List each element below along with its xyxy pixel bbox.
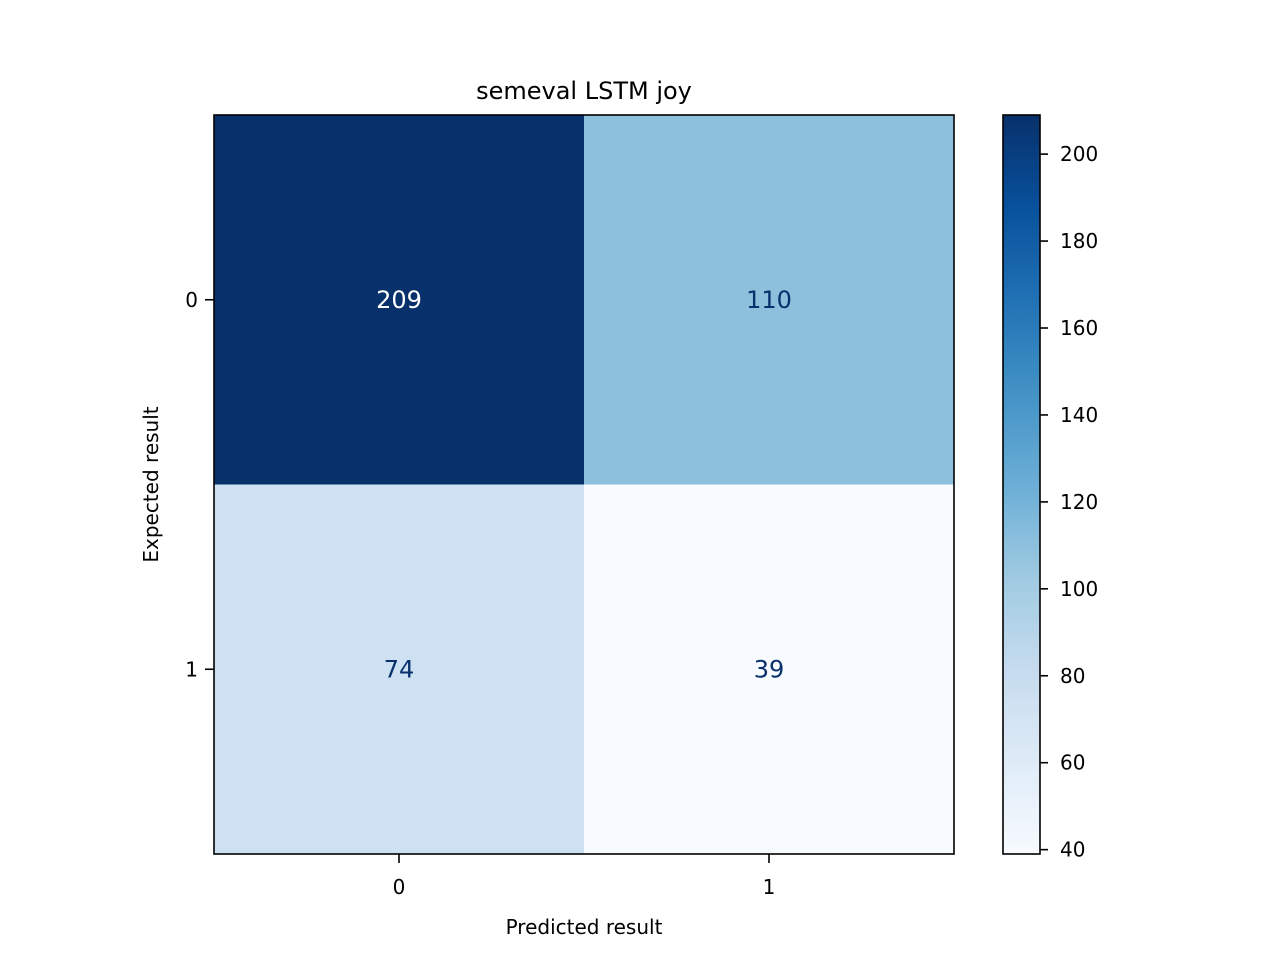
colorbar-tick-label: 180: [1060, 229, 1098, 253]
colorbar-tick-label: 160: [1060, 316, 1098, 340]
plot-frame: [213, 114, 955, 855]
cell-value-label: 39: [754, 655, 785, 683]
colorbar-ticks: 40 60 80 100 120 140 160 180 200: [1040, 142, 1098, 862]
cell-value-label: 74: [384, 655, 415, 683]
chart-title: semeval LSTM joy: [476, 77, 692, 105]
y-tick-label: 0: [185, 288, 198, 312]
colorbar-tick-label: 60: [1060, 751, 1085, 775]
x-tick-label: 1: [763, 875, 776, 899]
colorbar: [1002, 114, 1041, 855]
colorbar-tick-label: 80: [1060, 664, 1085, 688]
y-axis-label: Expected result: [139, 406, 163, 562]
cell-value-label: 209: [376, 286, 422, 314]
colorbar-tick-label: 40: [1060, 838, 1085, 862]
colorbar-tick-label: 200: [1060, 142, 1098, 166]
colorbar-tick-label: 120: [1060, 490, 1098, 514]
colorbar-tick-label: 100: [1060, 577, 1098, 601]
cell-value-label: 110: [746, 286, 792, 314]
heatmap-cell-1-1: [584, 484, 955, 855]
x-axis-label: Predicted result: [506, 915, 663, 939]
heatmap-cell-0-0: [214, 115, 585, 485]
heatmap-cell-1-0: [214, 484, 585, 855]
colorbar-tick-label: 140: [1060, 403, 1098, 427]
y-tick-label: 1: [185, 657, 198, 681]
heatmap-cell-0-1: [584, 115, 955, 485]
x-tick-label: 0: [393, 875, 406, 899]
y-axis: 01: [185, 288, 214, 681]
heatmap-cells: 209 110 74 39: [214, 115, 955, 855]
